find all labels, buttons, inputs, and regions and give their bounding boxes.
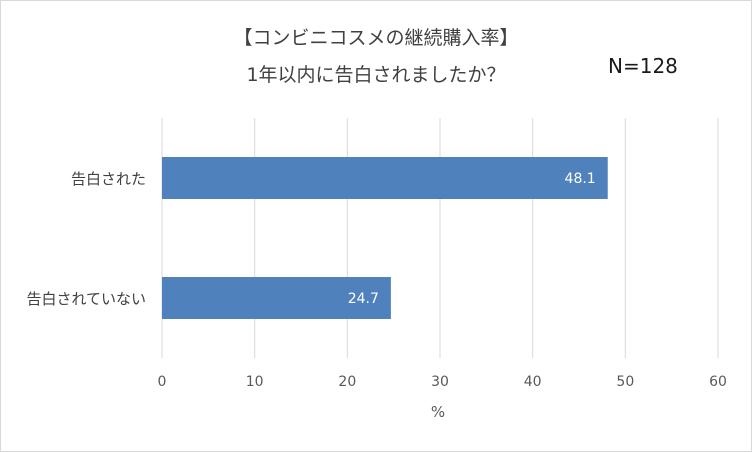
bar-data-label: 48.1	[565, 171, 596, 187]
bar-data-label: 24.7	[348, 291, 379, 307]
x-tick-label: 30	[431, 374, 449, 390]
x-tick-label: 60	[709, 374, 727, 390]
x-tick-label: 0	[158, 374, 167, 390]
bar	[162, 157, 608, 199]
category-label: 告白された	[71, 170, 146, 188]
chart-title: 【コンビニコスメの継続購入率】	[233, 27, 519, 49]
x-tick-label: 50	[616, 374, 634, 390]
category-label: 告白されていない	[26, 290, 146, 308]
chart-subtitle: 1年以内に告白されましたか？	[246, 64, 506, 86]
x-axis-label: %	[431, 403, 445, 421]
x-tick-label: 20	[338, 374, 356, 390]
bar	[162, 277, 391, 319]
x-tick-label: 40	[524, 374, 542, 390]
x-tick-label: 10	[246, 374, 264, 390]
sample-size-label: N=128	[608, 54, 678, 78]
